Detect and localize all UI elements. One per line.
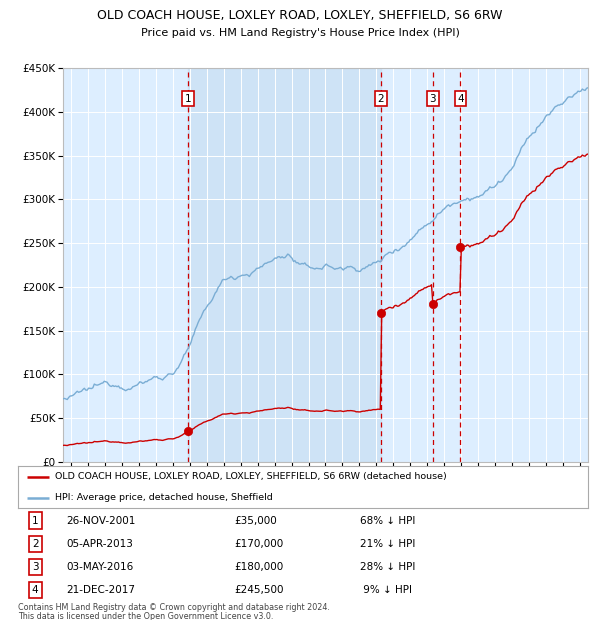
Text: HPI: Average price, detached house, Sheffield: HPI: Average price, detached house, Shef…: [55, 494, 273, 502]
Text: 21-DEC-2017: 21-DEC-2017: [67, 585, 136, 595]
Text: This data is licensed under the Open Government Licence v3.0.: This data is licensed under the Open Gov…: [18, 612, 274, 620]
Text: 9% ↓ HPI: 9% ↓ HPI: [360, 585, 412, 595]
Text: 05-APR-2013: 05-APR-2013: [67, 539, 133, 549]
Bar: [188, 68, 381, 462]
Text: 21% ↓ HPI: 21% ↓ HPI: [360, 539, 415, 549]
Text: 28% ↓ HPI: 28% ↓ HPI: [360, 562, 415, 572]
Text: £35,000: £35,000: [235, 516, 277, 526]
Text: OLD COACH HOUSE, LOXLEY ROAD, LOXLEY, SHEFFIELD, S6 6RW: OLD COACH HOUSE, LOXLEY ROAD, LOXLEY, SH…: [97, 9, 503, 22]
Text: 2: 2: [32, 539, 38, 549]
Text: £245,500: £245,500: [235, 585, 284, 595]
Text: 1: 1: [32, 516, 38, 526]
Text: 68% ↓ HPI: 68% ↓ HPI: [360, 516, 415, 526]
Text: OLD COACH HOUSE, LOXLEY ROAD, LOXLEY, SHEFFIELD, S6 6RW (detached house): OLD COACH HOUSE, LOXLEY ROAD, LOXLEY, SH…: [55, 472, 447, 481]
Text: £170,000: £170,000: [235, 539, 284, 549]
Text: 1: 1: [185, 94, 191, 104]
Text: 4: 4: [457, 94, 464, 104]
Text: 3: 3: [32, 562, 38, 572]
Text: 3: 3: [430, 94, 436, 104]
Text: £180,000: £180,000: [235, 562, 284, 572]
Text: Price paid vs. HM Land Registry's House Price Index (HPI): Price paid vs. HM Land Registry's House …: [140, 28, 460, 38]
Text: 2: 2: [377, 94, 384, 104]
Text: Contains HM Land Registry data © Crown copyright and database right 2024.: Contains HM Land Registry data © Crown c…: [18, 603, 330, 612]
Text: 4: 4: [32, 585, 38, 595]
Text: 26-NOV-2001: 26-NOV-2001: [67, 516, 136, 526]
Text: 03-MAY-2016: 03-MAY-2016: [67, 562, 134, 572]
